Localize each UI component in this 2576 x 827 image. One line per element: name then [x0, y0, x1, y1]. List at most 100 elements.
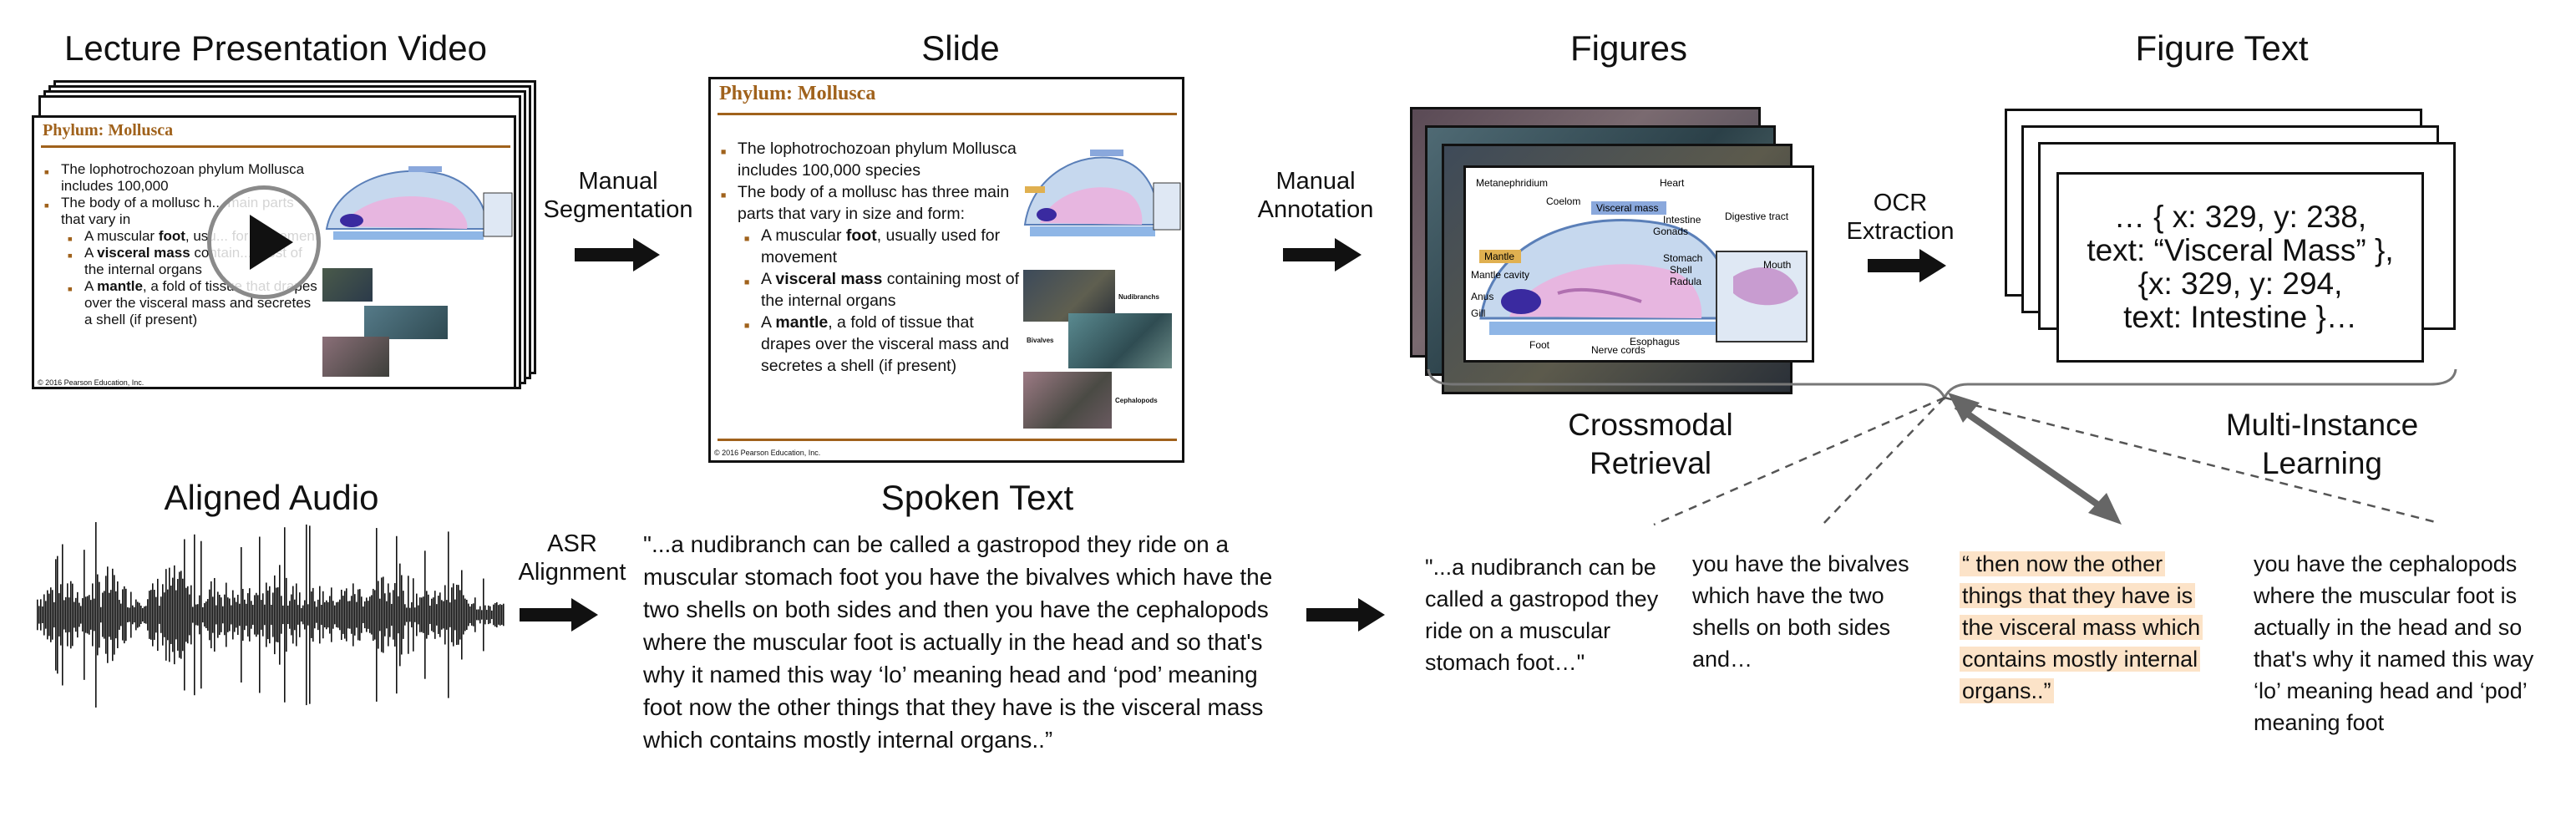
waveform-bar [419, 597, 421, 632]
video-mollusc-diagram [325, 166, 513, 240]
label-heart: Heart [1660, 177, 1685, 189]
waveform-bar [185, 587, 187, 642]
slide-footer: © 2016 Pearson Education, Inc. [714, 449, 821, 457]
waveform-bar [254, 595, 256, 635]
waveform-bar [302, 605, 304, 625]
waveform-bar [222, 606, 224, 624]
waveform-bar [423, 596, 424, 633]
waveform-bar [409, 607, 411, 622]
waveform-bar [112, 568, 114, 662]
waveform-bar [63, 600, 65, 630]
waveform-bar [456, 585, 458, 645]
waveform-bar [307, 604, 309, 626]
waveform-bar [481, 610, 483, 620]
waveform-bar [227, 597, 229, 632]
label-gonads: Gonads [1653, 226, 1688, 237]
waveform-bar [494, 602, 496, 627]
waveform-bar [99, 581, 100, 648]
waveform-bar [368, 601, 369, 629]
slide-rule [718, 113, 1177, 115]
dashed-line-2 [1820, 397, 1945, 527]
waveform-bar [262, 593, 264, 637]
waveform-bar [388, 583, 389, 647]
waveform-bar [85, 596, 87, 633]
waveform-bar [74, 601, 75, 628]
play-icon [250, 215, 293, 270]
waveform-bar [205, 601, 207, 628]
waveform-bar [45, 601, 47, 629]
video-photo-1 [322, 268, 373, 302]
waveform-bar [189, 594, 190, 636]
waveform-bar [165, 569, 167, 661]
label-stomach: Stomach [1663, 252, 1702, 264]
waveform-bar [434, 591, 436, 639]
waveform-bar [384, 593, 386, 637]
waveform-bar [199, 595, 200, 635]
waveform-bar [312, 587, 314, 642]
label-intestine: Intestine [1663, 214, 1701, 226]
waveform-bar [219, 594, 221, 636]
waveform-bar [401, 575, 403, 655]
waveform-bar [184, 539, 185, 691]
label-mantle-cavity: Mantle cavity [1471, 269, 1529, 281]
waveform-bar [459, 590, 461, 640]
slide-card: Phylum: Mollusca The lophotrochozoan phy… [708, 77, 1184, 463]
waveform-bar [60, 584, 62, 646]
waveform-bar [342, 596, 344, 634]
arrow-segmentation [575, 238, 660, 271]
waveform-bar [496, 601, 498, 628]
waveform-bar [37, 599, 38, 631]
waveform-bar [406, 607, 408, 622]
label-multi-instance-learning: Multi-Instance Learning [2225, 408, 2419, 480]
waveform-bar [67, 583, 68, 647]
label-mantle: Mantle [1484, 251, 1514, 262]
waveform-bar [79, 602, 80, 627]
waveform-bar [120, 603, 122, 627]
waveform-bar [160, 596, 162, 633]
waveform-bar [239, 603, 241, 627]
waveform-bar [110, 590, 112, 640]
waveform-bar [207, 599, 209, 631]
waveform-bar [84, 550, 85, 680]
waveform-bar [321, 604, 322, 626]
waveform-bar [155, 596, 157, 633]
waveform-bar [204, 602, 205, 627]
waveform-bar [251, 601, 252, 629]
waveform-bar [327, 601, 329, 628]
waveform-bar [50, 587, 52, 642]
waveform-bar [354, 594, 356, 636]
label-radula: Radula [1670, 276, 1701, 287]
label-esophagus: Esophagus [1630, 336, 1680, 348]
slide-label-nudibranchs: Nudibranchs [1118, 293, 1159, 301]
video-slide-rule [41, 145, 510, 148]
video-photo-2 [364, 306, 448, 339]
waveform-bar [236, 601, 237, 628]
figure-text-line-4: text: Intestine }… [2123, 300, 2357, 334]
play-button[interactable] [207, 185, 321, 299]
waveform-bar [97, 574, 99, 656]
waveform-bar [301, 607, 302, 622]
waveform-bar [38, 606, 40, 624]
waveform-bar [292, 586, 294, 644]
waveform-bar [257, 595, 259, 635]
dashed-line-4 [1944, 396, 2440, 525]
waveform-bar [242, 588, 244, 642]
slide-sub-2: A visceral mass containing most of the i… [721, 268, 1022, 312]
waveform-bar [448, 531, 449, 698]
waveform-bar [491, 610, 493, 620]
waveform-bar [458, 585, 459, 645]
waveform-bar [501, 605, 503, 625]
waveform-bar [374, 590, 376, 640]
waveform-bar [52, 590, 53, 640]
label-mouth: Mouth [1763, 259, 1791, 271]
waveform-bar [177, 579, 179, 651]
label-visceral-mass: Visceral mass [1596, 202, 1658, 214]
waveform-bar [48, 593, 50, 637]
waveform-bar [316, 606, 317, 623]
slide-photo-bivalves [1068, 313, 1172, 368]
waveform-bar [200, 540, 202, 689]
arrowhead-down [2088, 493, 2122, 525]
waveform-bar [441, 600, 443, 630]
waveform-bar [499, 604, 501, 626]
waveform-bar [147, 599, 149, 631]
